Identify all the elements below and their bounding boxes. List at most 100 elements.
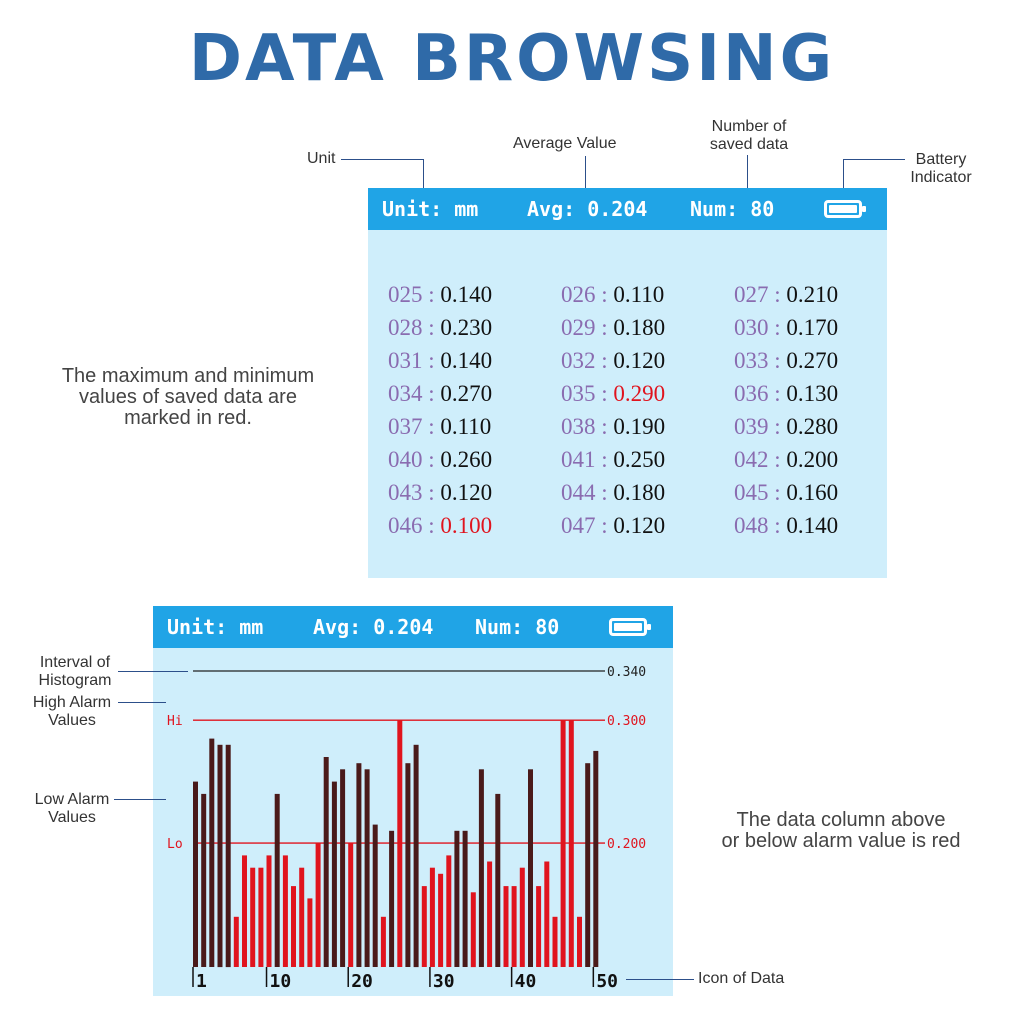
data-cell: 048 : 0.140: [734, 513, 838, 539]
callout-interval-line1: Interval of: [39, 654, 111, 671]
data-index: 038 :: [561, 414, 614, 439]
data-cell: 035 : 0.290: [561, 381, 665, 407]
data-cell: 042 : 0.200: [734, 447, 838, 473]
callout-unit-line: [341, 159, 424, 160]
data-cell: 031 : 0.140: [388, 348, 492, 374]
histogram-bar: [291, 886, 296, 967]
histogram-bar: [201, 793, 207, 967]
callout-number: Number of saved data: [690, 118, 808, 154]
data-cell: 036 : 0.130: [734, 381, 838, 407]
callout-interval: Interval of Histogram: [22, 654, 128, 690]
status-average: Avg: 0.204: [527, 197, 648, 221]
note-column-line2: or below alarm value is red: [721, 830, 961, 852]
callout-unit-line-v: [423, 159, 424, 192]
data-cell: 041 : 0.250: [561, 447, 665, 473]
data-value: 0.130: [786, 381, 839, 406]
callout-battery-line2: Indicator: [910, 169, 972, 186]
x-tick-label: 20: [351, 971, 373, 992]
data-index: 043 :: [388, 480, 441, 505]
data-index: 039 :: [734, 414, 787, 439]
callout-battery-line1: Battery: [915, 151, 967, 168]
data-cell: 040 : 0.260: [388, 447, 492, 473]
histogram-bar: [470, 892, 476, 968]
histogram-bar: [389, 830, 395, 967]
histogram-bar: [323, 757, 329, 967]
data-index: 030 :: [734, 315, 787, 340]
histogram-bar: [217, 744, 223, 968]
data-cell: 034 : 0.270: [388, 381, 492, 407]
battery-full-icon: [824, 200, 866, 218]
data-index: 033 :: [734, 348, 787, 373]
data-cell: 030 : 0.170: [734, 315, 838, 341]
histogram-bar: [242, 855, 247, 967]
histogram-bar: [356, 763, 362, 967]
data-index: 047 :: [561, 513, 614, 538]
histogram-bar: [478, 769, 484, 967]
histogram-bar: [585, 763, 591, 967]
histogram-bar: [413, 744, 419, 968]
histogram-bar: [536, 886, 542, 967]
x-tick-label: 30: [433, 971, 455, 992]
histogram-bar: [462, 830, 468, 967]
histogram-bar: [421, 886, 427, 967]
data-cell: 028 : 0.230: [388, 315, 492, 341]
histogram-bar: [552, 916, 558, 967]
callout-interval-line: [118, 671, 188, 672]
note-minmax-line2: values of saved data are: [79, 386, 297, 408]
data-value: 0.160: [786, 480, 839, 505]
callout-battery-line-h: [843, 159, 905, 160]
callout-icon-of-data-line: [626, 979, 694, 980]
data-index: 041 :: [561, 447, 614, 472]
note-minmax-line1: The maximum and minimum: [61, 365, 315, 387]
data-cell: 043 : 0.120: [388, 480, 492, 506]
callout-interval-line2: Histogram: [38, 672, 112, 689]
histogram-bar: [282, 855, 288, 967]
histogram-bar: [454, 830, 460, 967]
note-minmax-line3: marked in red.: [124, 407, 252, 429]
data-cell: 038 : 0.190: [561, 414, 665, 440]
data-index: 037 :: [388, 414, 441, 439]
data-value: 0.120: [613, 348, 666, 373]
data-table-screen: Unit: mm Avg: 0.204 Num: 80 025 : 0.140 0…: [368, 188, 887, 578]
histogram-bar: [250, 867, 256, 967]
data-value: 0.120: [440, 480, 493, 505]
data-value: 0.140: [440, 282, 493, 307]
histogram-bar: [225, 744, 231, 968]
histogram-chart: 0.340 0.300 Hi 0.200 Lo 1 10 20 30 40 50: [167, 665, 646, 992]
data-index: 031 :: [388, 348, 441, 373]
data-cell: 047 : 0.120: [561, 513, 665, 539]
data-cell: 029 : 0.180: [561, 315, 665, 341]
histogram-bar: [429, 867, 435, 967]
data-index: 045 :: [734, 480, 787, 505]
data-value: 0.180: [613, 315, 666, 340]
histogram-bar: [503, 886, 509, 967]
data-value: 0.170: [786, 315, 839, 340]
data-index: 026 :: [561, 282, 614, 307]
histogram-bar: [193, 781, 198, 967]
data-index: 040 :: [388, 447, 441, 472]
data-cell: 032 : 0.120: [561, 348, 665, 374]
histogram-bar: [495, 793, 501, 967]
callout-battery-line-v: [843, 159, 844, 192]
reference-value-label: 0.200: [607, 837, 646, 852]
histogram-bar: [380, 916, 386, 967]
low-alarm-label: Lo: [167, 837, 183, 852]
data-value: 0.110: [440, 414, 492, 439]
data-value: 0.270: [786, 348, 839, 373]
data-index: 035 :: [561, 381, 614, 406]
callout-high-line2: Values: [48, 712, 96, 729]
histogram-bar: [258, 867, 264, 967]
data-cell: 026 : 0.110: [561, 282, 664, 308]
callout-number-line1: Number of: [711, 118, 787, 135]
histogram-bar: [331, 781, 337, 967]
data-index: 048 :: [734, 513, 787, 538]
page-title: DATA BROWSING: [188, 22, 836, 96]
histogram-bar: [274, 793, 280, 967]
data-value-extreme: 0.100: [440, 513, 493, 538]
callout-average: Average Value: [513, 135, 617, 152]
data-value-extreme: 0.290: [613, 381, 666, 406]
histogram-bar: [364, 769, 370, 967]
data-cell: 025 : 0.140: [388, 282, 492, 308]
note-minmax: The maximum and minimum values of saved …: [22, 366, 354, 429]
data-index: 036 :: [734, 381, 787, 406]
